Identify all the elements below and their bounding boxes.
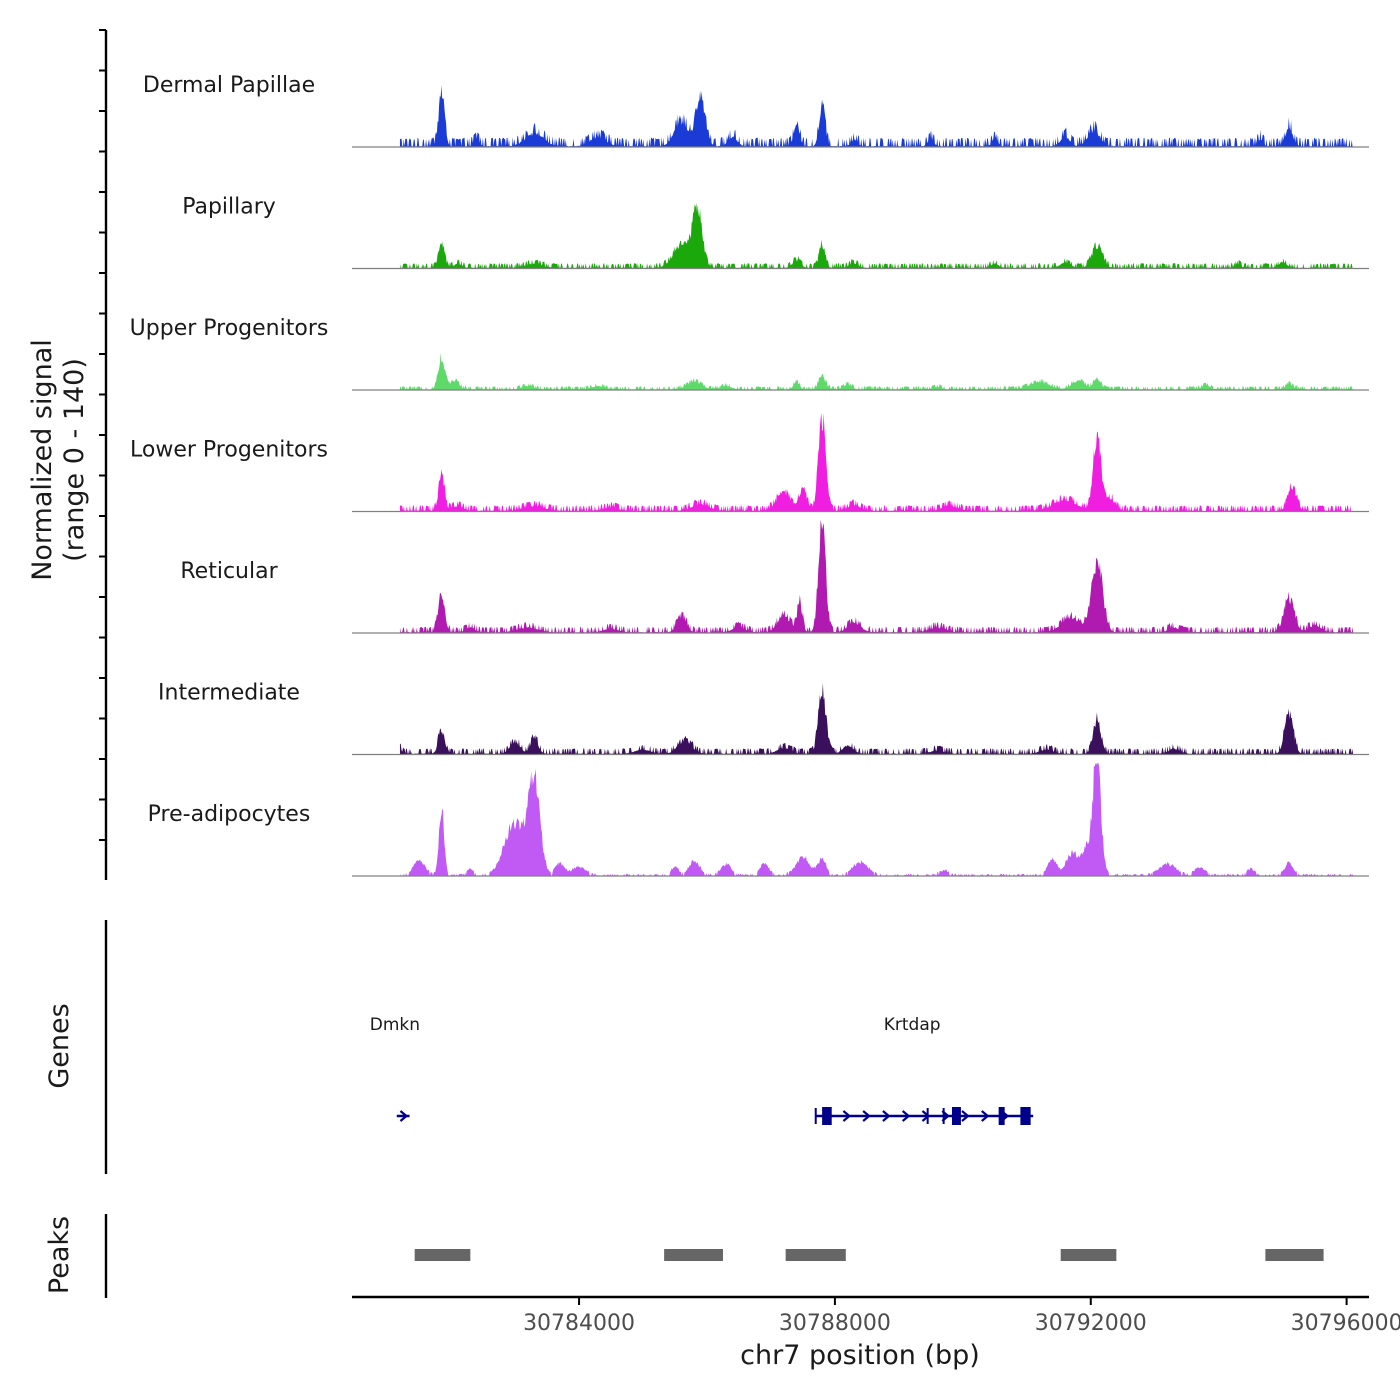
- x-axis-ticks: 30784000 30788000 30792000 30796000: [523, 1297, 1400, 1336]
- track-papillary: Papillary: [182, 195, 1369, 270]
- peak-region: [414, 1249, 471, 1261]
- track-label: Papillary: [182, 195, 276, 220]
- strand-arrow: [399, 1110, 409, 1122]
- x-tick-label: 30796000: [1291, 1311, 1400, 1336]
- signal-tracks: Dermal Papillae Papillary Upper Progenitor…: [130, 73, 1369, 877]
- track-label: Reticular: [180, 559, 278, 584]
- track-intermediate: Intermediate: [158, 681, 1369, 756]
- peak-region: [1060, 1249, 1117, 1261]
- track-label: Upper Progenitors: [130, 316, 329, 341]
- signal-area: [399, 520, 1354, 633]
- y-axis-title: Normalized signal: [27, 339, 58, 581]
- exon: [998, 1107, 1005, 1125]
- x-tick-label: 30784000: [523, 1311, 635, 1336]
- peak-region: [785, 1249, 846, 1261]
- gene-krtdap: Krtdap: [814, 1015, 1034, 1125]
- peaks-track-label: Peaks: [44, 1216, 75, 1294]
- strand-arrow: [981, 1110, 990, 1122]
- peak-region: [1265, 1249, 1324, 1261]
- x-tick-label: 30792000: [1035, 1311, 1147, 1336]
- strand-arrow: [901, 1110, 911, 1122]
- gene-track: Dmkn Krtdap: [370, 1015, 1034, 1125]
- gene-label: Krtdap: [884, 1015, 941, 1035]
- genes-track-label: Genes: [44, 1003, 75, 1088]
- signal-area: [399, 763, 1354, 876]
- strand-arrow: [842, 1110, 852, 1122]
- signal-area: [399, 412, 1354, 511]
- peak-track: [414, 1249, 1324, 1261]
- peak-region: [664, 1249, 723, 1261]
- track-upper-progenitors: Upper Progenitors: [130, 316, 1369, 391]
- signal-y-ticks: [99, 29, 106, 841]
- signal-area: [399, 202, 1354, 268]
- track-dermal-papillae: Dermal Papillae: [143, 73, 1369, 148]
- gene-label: Dmkn: [370, 1015, 420, 1035]
- track-label: Pre-adipocytes: [148, 802, 311, 827]
- track-label: Lower Progenitors: [130, 438, 328, 463]
- exon: [822, 1107, 832, 1125]
- signal-area: [399, 85, 1354, 147]
- track-pre-adipocytes: Pre-adipocytes: [148, 763, 1369, 877]
- gene-dmkn: Dmkn: [370, 1015, 420, 1122]
- signal-area: [399, 682, 1354, 754]
- signal-area: [399, 352, 1354, 390]
- track-label: Intermediate: [158, 681, 300, 706]
- track-reticular: Reticular: [180, 520, 1369, 634]
- exon: [1020, 1107, 1031, 1125]
- x-tick-label: 30788000: [779, 1311, 891, 1336]
- strand-arrow: [862, 1110, 871, 1122]
- x-axis-title: chr7 position (bp): [740, 1340, 980, 1371]
- track-lower-progenitors: Lower Progenitors: [130, 412, 1369, 513]
- strand-arrow: [961, 1110, 970, 1122]
- exon: [951, 1107, 961, 1125]
- strand-arrow: [882, 1110, 891, 1122]
- y-axis-subtitle: (range 0 - 140): [59, 358, 90, 562]
- track-label: Dermal Papillae: [143, 73, 315, 98]
